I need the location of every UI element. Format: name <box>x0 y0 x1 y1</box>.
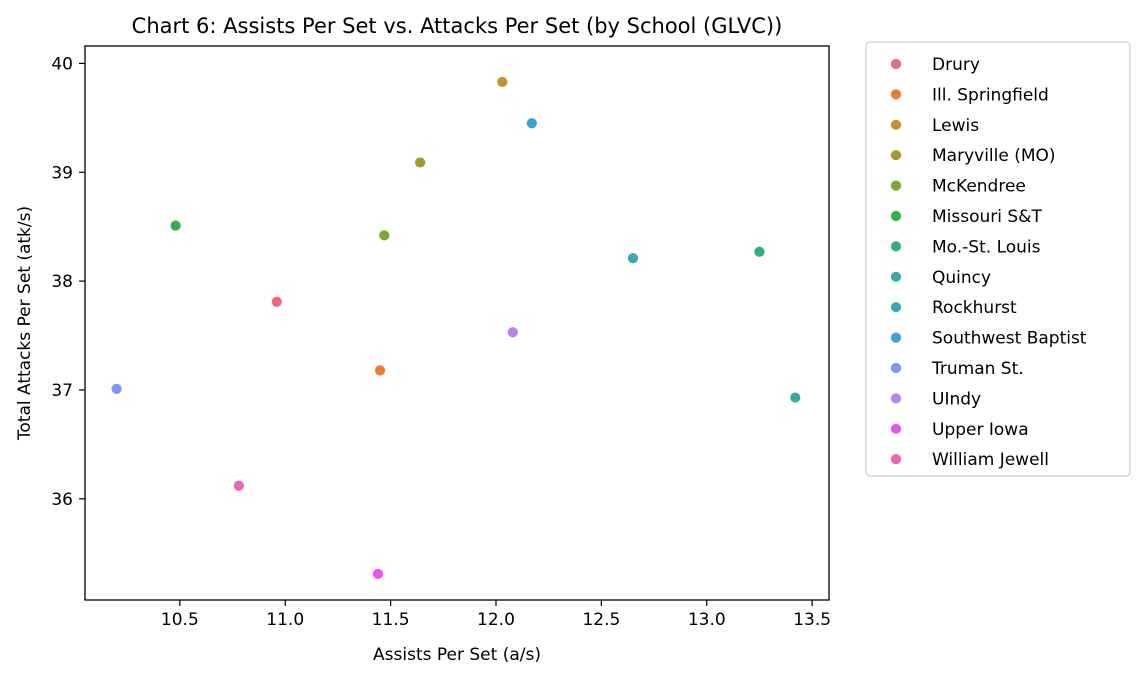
legend-marker <box>890 118 902 131</box>
legend-box <box>865 41 1131 477</box>
data-point <box>232 479 245 492</box>
data-point <box>169 219 182 232</box>
x-tick-label: 12.5 <box>582 610 620 630</box>
legend-label: Mo.-St. Louis <box>932 237 1041 257</box>
data-points <box>110 76 802 580</box>
data-point <box>270 295 283 308</box>
y-tick-label: 37 <box>51 381 73 401</box>
x-axis-label: Assists Per Set (a/s) <box>373 645 541 665</box>
legend-marker <box>890 301 902 314</box>
data-point <box>496 76 509 88</box>
legend-label: William Jewell <box>932 450 1049 470</box>
x-tick-label: 11.0 <box>266 610 304 630</box>
legend-label: Southwest Baptist <box>932 329 1087 349</box>
data-point <box>627 252 639 265</box>
x-tick-label: 11.5 <box>372 610 410 630</box>
legend-marker <box>890 422 902 435</box>
legend-label: Truman St. <box>931 359 1024 379</box>
legend-marker <box>890 58 902 70</box>
legend-items: Drury Ill. Springfield Lewis Maryville (MO)… <box>890 55 1087 470</box>
legend-marker <box>890 88 902 101</box>
x-axis: 10.5 11.0 11.5 12.0 12.5 13.0 13.5 <box>161 600 831 630</box>
legend-marker <box>890 240 902 253</box>
legend-marker <box>890 210 902 222</box>
legend-marker <box>890 453 902 466</box>
data-point <box>378 229 391 242</box>
legend-label: McKendree <box>932 177 1026 197</box>
data-point <box>110 382 123 395</box>
legend-marker <box>890 270 902 283</box>
y-axis-label: Total Attacks Per Set (atk/s) <box>15 206 35 441</box>
data-point <box>374 364 386 377</box>
y-tick-label: 36 <box>51 490 73 510</box>
legend-label: Quincy <box>932 268 991 288</box>
legend-label: Lewis <box>932 116 979 136</box>
y-tick-label: 38 <box>51 272 73 292</box>
y-tick-label: 39 <box>51 163 73 183</box>
legend-marker <box>890 392 902 405</box>
legend-label: Rockhurst <box>932 298 1017 318</box>
x-tick-label: 13.0 <box>688 610 726 630</box>
legend-label: Ill. Springfield <box>932 85 1049 105</box>
legend-marker <box>890 149 902 162</box>
legend: Drury Ill. Springfield Lewis Maryville (MO)… <box>865 41 1131 477</box>
legend-label: Maryville (MO) <box>932 146 1056 166</box>
x-tick-label: 12.0 <box>477 610 515 630</box>
data-point <box>753 245 766 258</box>
legend-marker <box>890 179 902 192</box>
x-tick-label: 13.5 <box>793 610 831 630</box>
y-tick-label: 40 <box>51 54 73 74</box>
legend-marker <box>890 331 902 344</box>
legend-marker <box>890 362 902 374</box>
legend-label: Drury <box>932 55 980 75</box>
legend-label: UIndy <box>932 389 981 409</box>
data-point <box>414 156 427 169</box>
legend-label: Missouri S&T <box>932 207 1042 227</box>
data-point <box>506 326 519 339</box>
data-point <box>789 391 802 404</box>
plot-area <box>84 45 830 601</box>
legend-label: Upper Iowa <box>932 420 1029 440</box>
data-point <box>525 117 538 130</box>
chart-title: Chart 6: Assists Per Set vs. Attacks Per… <box>132 14 783 38</box>
x-tick-label: 10.5 <box>161 610 199 630</box>
y-axis: 36 37 38 39 40 <box>51 54 85 510</box>
data-point <box>372 567 384 580</box>
